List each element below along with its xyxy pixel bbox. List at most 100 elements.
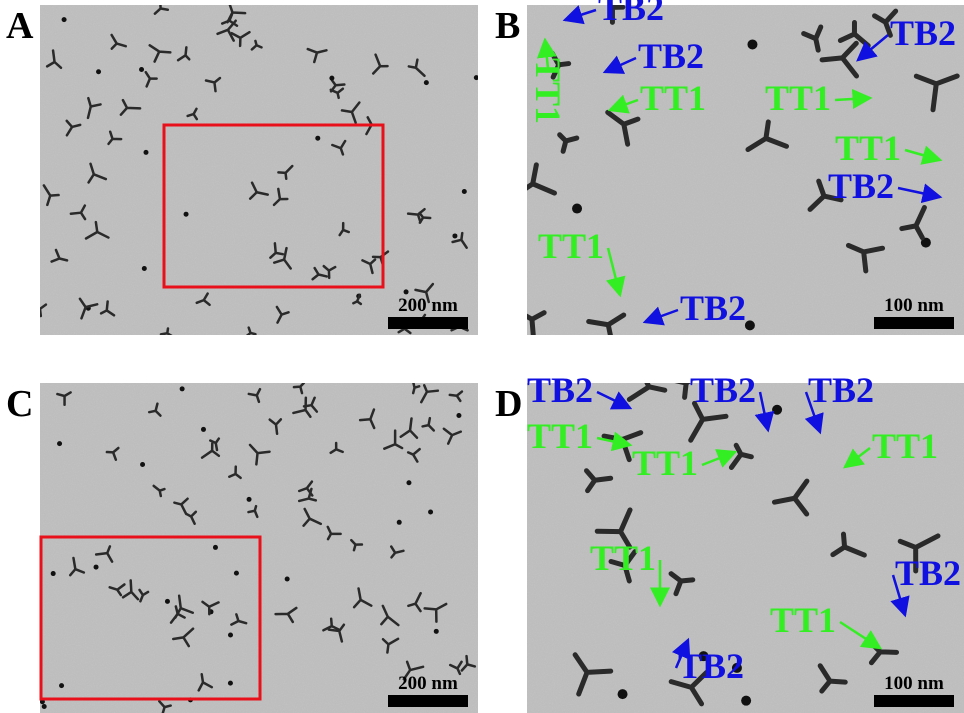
particle [527, 162, 557, 196]
dot [50, 571, 56, 577]
particle [830, 531, 867, 558]
dot [200, 426, 206, 432]
particle [897, 533, 941, 574]
scale-bar [388, 317, 468, 329]
dot [59, 683, 65, 689]
arrow [701, 449, 738, 468]
panel-letter: B [495, 5, 520, 47]
annotation: TB2 [690, 370, 775, 433]
scale-label: 100 nm [884, 295, 944, 316]
dot [617, 689, 628, 700]
annotation: TT1 [843, 426, 938, 469]
dot [461, 189, 467, 195]
particle [322, 617, 340, 632]
particle [216, 19, 237, 42]
annotation-label: TT1 [765, 78, 831, 118]
particle [152, 484, 166, 498]
dot [423, 80, 429, 86]
annotation: TB2 [804, 370, 874, 435]
particle [248, 443, 271, 466]
annotation-label: TT1 [770, 600, 836, 640]
particle [845, 242, 886, 274]
particle [86, 96, 102, 120]
dot [143, 149, 149, 155]
particle [269, 242, 285, 259]
particle [153, 5, 170, 15]
dot [139, 67, 145, 73]
arrow [856, 34, 889, 62]
particle [418, 211, 432, 224]
particle [147, 402, 162, 417]
particle [65, 119, 82, 137]
particle [381, 637, 400, 654]
particle [169, 605, 186, 624]
annotation-label: TT1 [538, 226, 604, 266]
dot [428, 509, 434, 515]
annotation-label: TB2 [828, 166, 894, 206]
scale-label: 200 nm [398, 295, 458, 316]
dot [747, 39, 758, 50]
particle [584, 468, 614, 494]
dot [433, 628, 439, 634]
particle [448, 390, 464, 403]
particle [807, 178, 844, 212]
annotation-label: TB2 [690, 370, 756, 410]
particle [331, 139, 347, 156]
annotation: TT1 [632, 443, 738, 483]
annotation-label: TT1 [528, 58, 568, 124]
annotation: TB2 [856, 13, 956, 62]
particle [87, 162, 108, 184]
annotation: TT1 [770, 600, 883, 650]
particle [817, 663, 848, 694]
dot [57, 441, 63, 447]
particle [338, 221, 350, 237]
arrow [804, 391, 824, 435]
particle [399, 417, 419, 440]
particle [78, 297, 99, 320]
particle [899, 204, 927, 241]
particle [56, 391, 72, 407]
particle [350, 538, 364, 552]
dot [452, 233, 458, 239]
dot [741, 695, 752, 706]
particle [380, 604, 400, 627]
particle [148, 44, 172, 63]
annotation: TB2 [602, 36, 704, 76]
particle [594, 507, 633, 550]
particle [173, 497, 189, 516]
annotation-label: TT1 [632, 443, 698, 483]
particle [185, 510, 198, 525]
particle [688, 400, 729, 443]
particle [209, 437, 221, 452]
annotation-label: TB2 [808, 370, 874, 410]
panel-letter: A [6, 5, 34, 47]
scale-bar [388, 695, 468, 707]
dot [96, 69, 102, 75]
particle [352, 587, 373, 609]
annotation-label: TT1 [640, 78, 706, 118]
particle [668, 571, 696, 597]
particle [358, 408, 376, 430]
particle [138, 588, 150, 603]
dot [403, 289, 409, 295]
particle [451, 231, 468, 249]
annotation: TB2 [527, 370, 633, 410]
particle [297, 480, 314, 497]
annotation-label: TB2 [895, 553, 961, 593]
particle [406, 447, 421, 463]
dot [141, 265, 147, 271]
annotation-label: TT1 [527, 416, 593, 456]
particle [99, 300, 116, 317]
particle [68, 556, 86, 577]
panel-letter: D [495, 383, 522, 425]
particle [402, 660, 425, 681]
particle [329, 79, 346, 93]
annotation: TB2 [828, 166, 943, 206]
dot [227, 680, 233, 686]
particle [84, 220, 110, 240]
particle [246, 326, 257, 335]
dot [140, 462, 146, 468]
particle [311, 266, 328, 281]
particle [230, 30, 251, 48]
particle [302, 507, 323, 527]
